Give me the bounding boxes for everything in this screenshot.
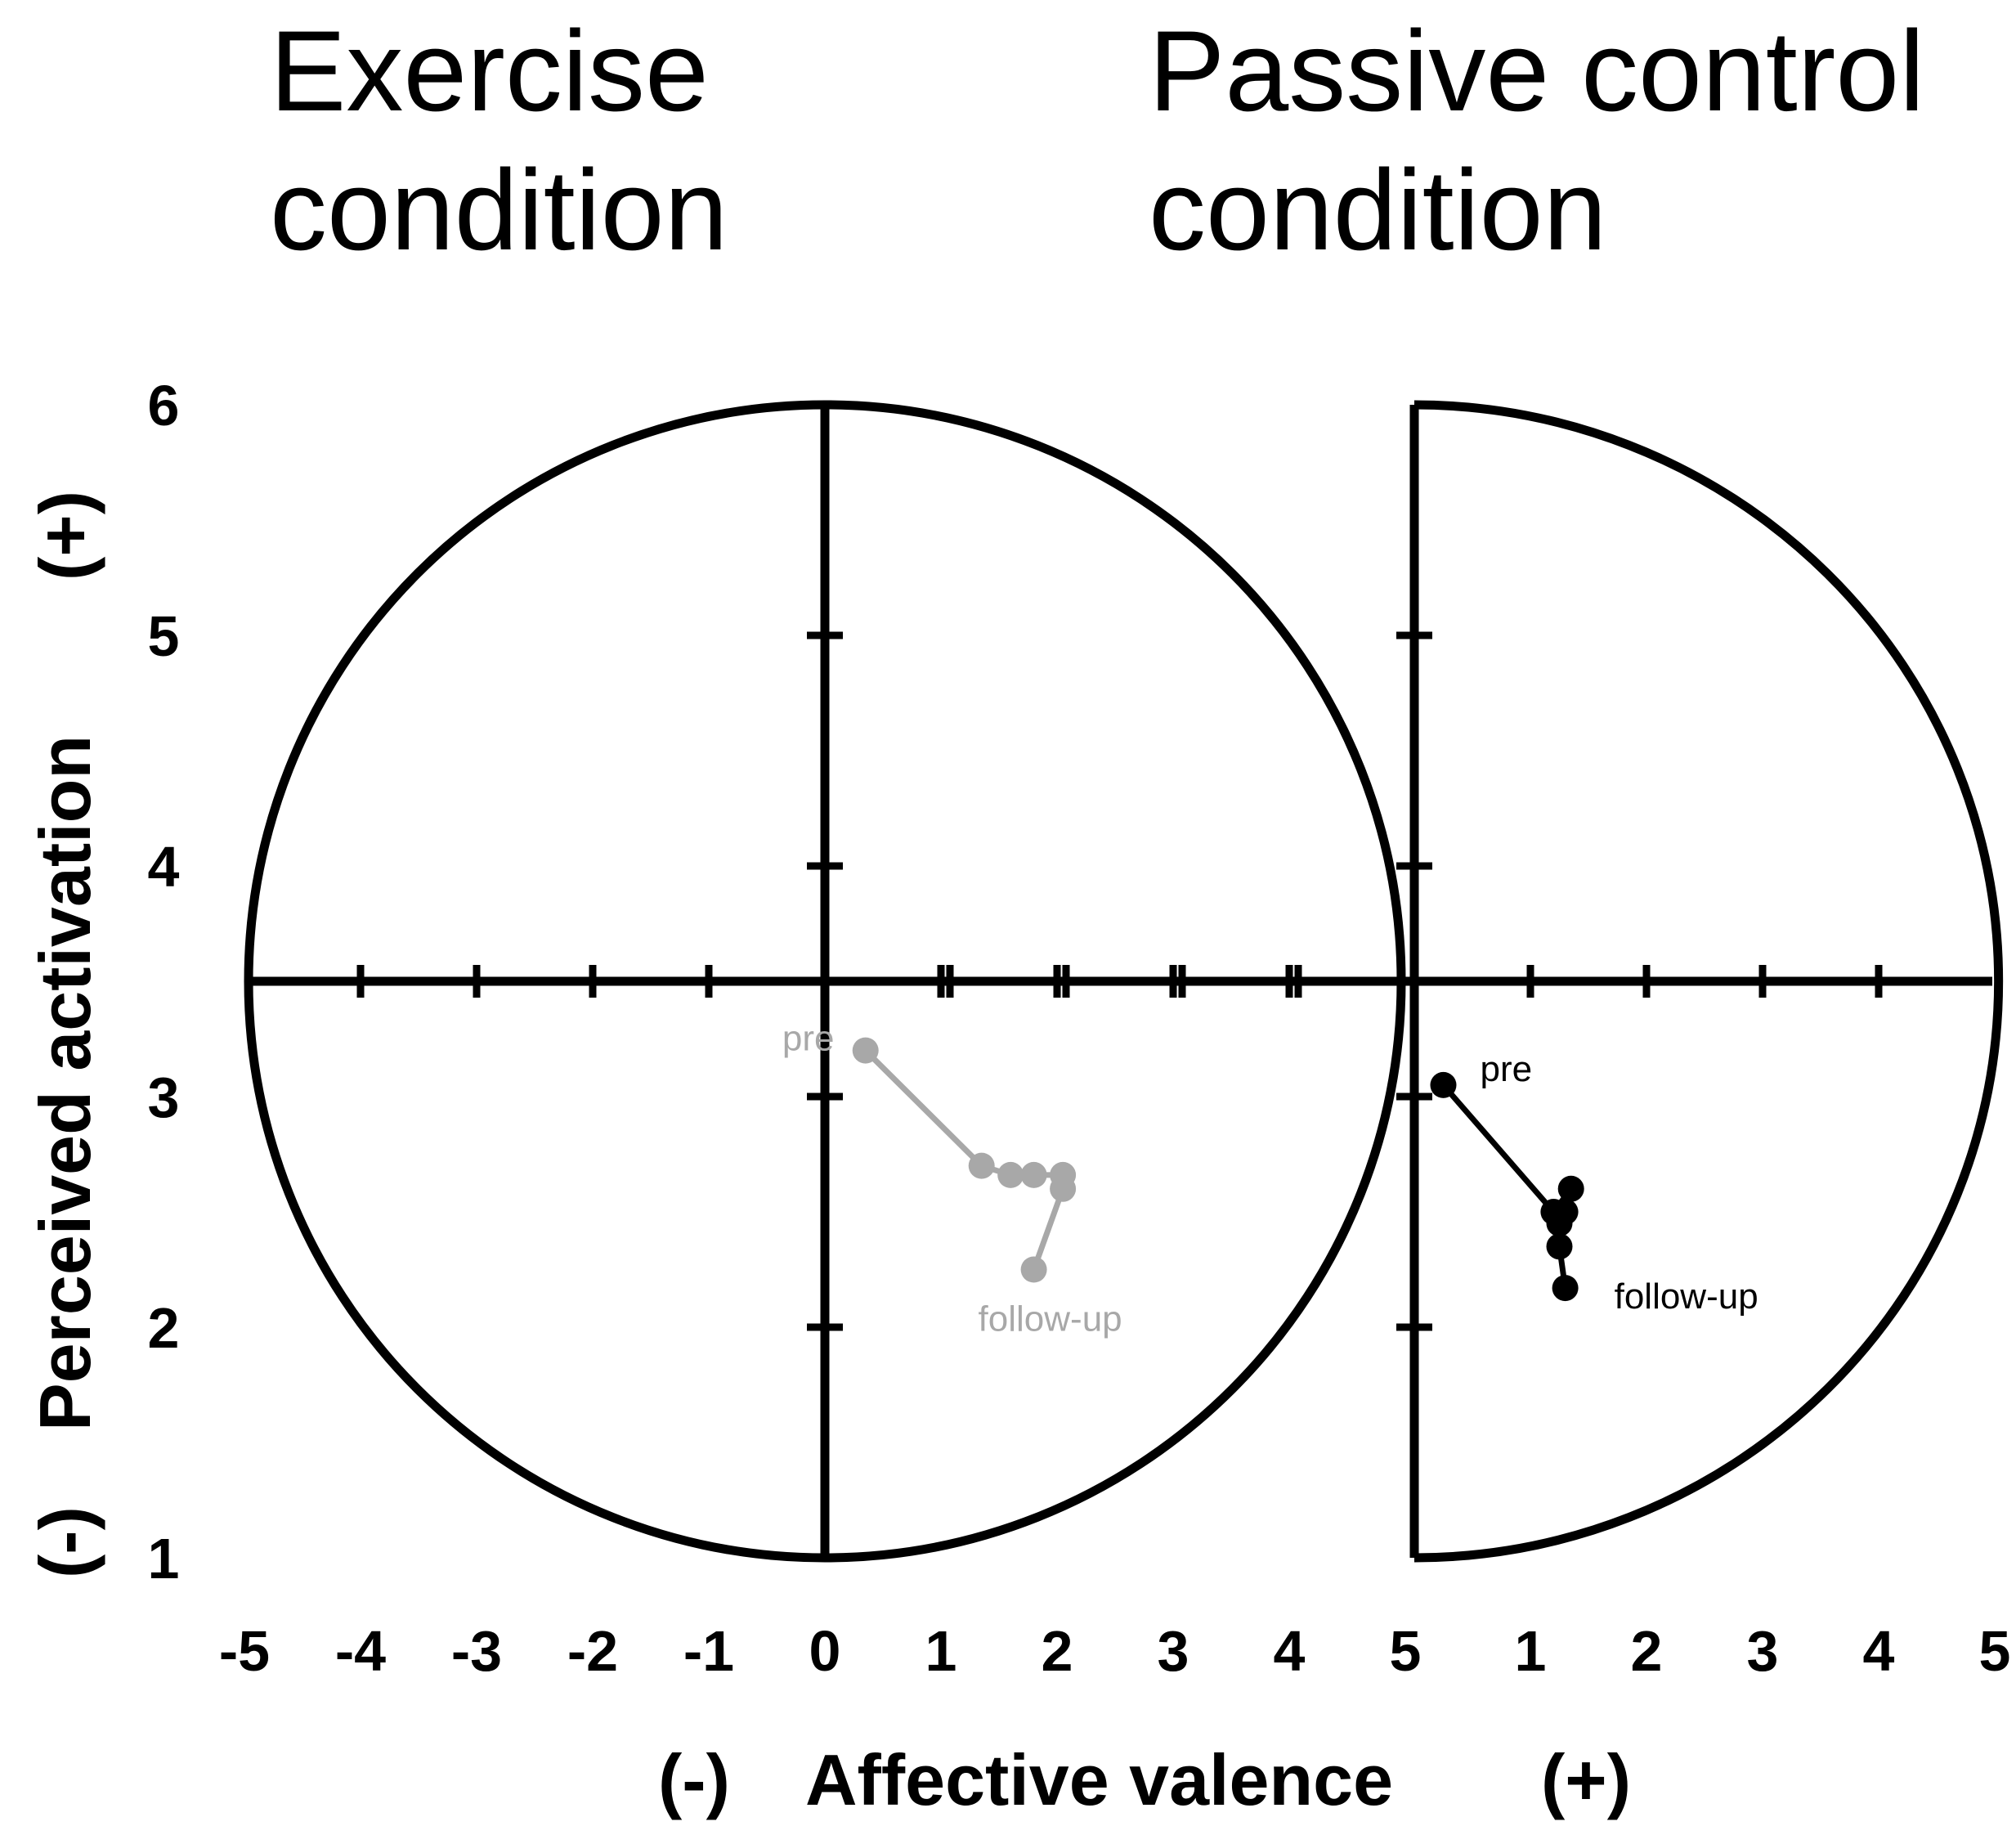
exercise-title-line-2: condition (270, 146, 728, 274)
x-tick-label: 3 (1747, 1619, 1779, 1683)
x-tick-label: 2 (1042, 1619, 1073, 1683)
y-tick-label: 4 (148, 835, 180, 899)
y-tick-label: 2 (148, 1296, 180, 1360)
control-point-6 (1552, 1275, 1579, 1302)
control-point-4 (1546, 1210, 1573, 1237)
exercise-follow-up-label: follow-up (979, 1299, 1122, 1339)
x-tick-label: -2 (567, 1619, 618, 1683)
y-tick-label: 3 (148, 1066, 180, 1129)
exercise-pre-label: pre (782, 1019, 835, 1059)
exercise-point-2 (997, 1161, 1024, 1188)
chart-frame (244, 400, 2004, 1563)
y-tick-label: 1 (148, 1527, 180, 1590)
x-tick-label: -4 (335, 1619, 386, 1683)
exercise-point-0 (852, 1037, 879, 1064)
x-tick-label: -1 (683, 1619, 734, 1683)
x-tick-label: 4 (1863, 1619, 1895, 1683)
x-tick-label: 0 (809, 1619, 841, 1683)
exercise-trajectory-line (863, 1048, 1066, 1271)
x-axis-label: Affective valence (805, 1739, 1393, 1820)
x-tick-label: 5 (1390, 1619, 1422, 1683)
series-layer: pre follow-up pre follow-up (782, 1019, 1758, 1339)
control-title-line-2: condition (1149, 146, 1606, 274)
control-half-circle (1413, 400, 2004, 1563)
control-title-line-1: Passive control (1149, 7, 1924, 135)
y-tick-label: 6 (148, 374, 180, 437)
exercise-point-6 (1020, 1256, 1047, 1283)
control-point-0 (1430, 1071, 1457, 1098)
control-follow-up-label: follow-up (1615, 1276, 1758, 1317)
exercise-point-1 (968, 1152, 995, 1179)
x-axis-label-pos: (+) (1541, 1739, 1631, 1820)
control-pre-label: pre (1481, 1049, 1533, 1089)
x-tick-label: -3 (451, 1619, 502, 1683)
exercise-point-5 (1050, 1175, 1077, 1202)
exercise-title-line-1: Exercise (270, 7, 709, 135)
control-trajectory-line (1440, 1083, 1575, 1289)
x-tick-label: 1 (925, 1619, 957, 1683)
control-point-5 (1546, 1233, 1573, 1260)
y-axis-label: Perceived activation (25, 735, 105, 1431)
tick-layer: -5 -4 -3 -2 -1 0 1 2 3 4 5 1 2 3 4 5 6 5 4 3 2 1 (148, 374, 2011, 1683)
x-tick-label: -5 (219, 1619, 270, 1683)
x-tick-label: 5 (1979, 1619, 2011, 1683)
control-point-2 (1557, 1175, 1584, 1202)
y-axis-label-neg: (-) (25, 1506, 105, 1578)
x-tick-label: 4 (1274, 1619, 1306, 1683)
exercise-point-3 (1020, 1161, 1047, 1188)
y-tick-label: 5 (148, 604, 180, 668)
x-tick-label: 3 (1158, 1619, 1189, 1683)
y-axis-label-pos: (+) (25, 491, 105, 581)
x-tick-label: 1 (1515, 1619, 1547, 1683)
x-tick-label: 2 (1631, 1619, 1663, 1683)
x-axis-label-neg: (-) (658, 1739, 730, 1820)
